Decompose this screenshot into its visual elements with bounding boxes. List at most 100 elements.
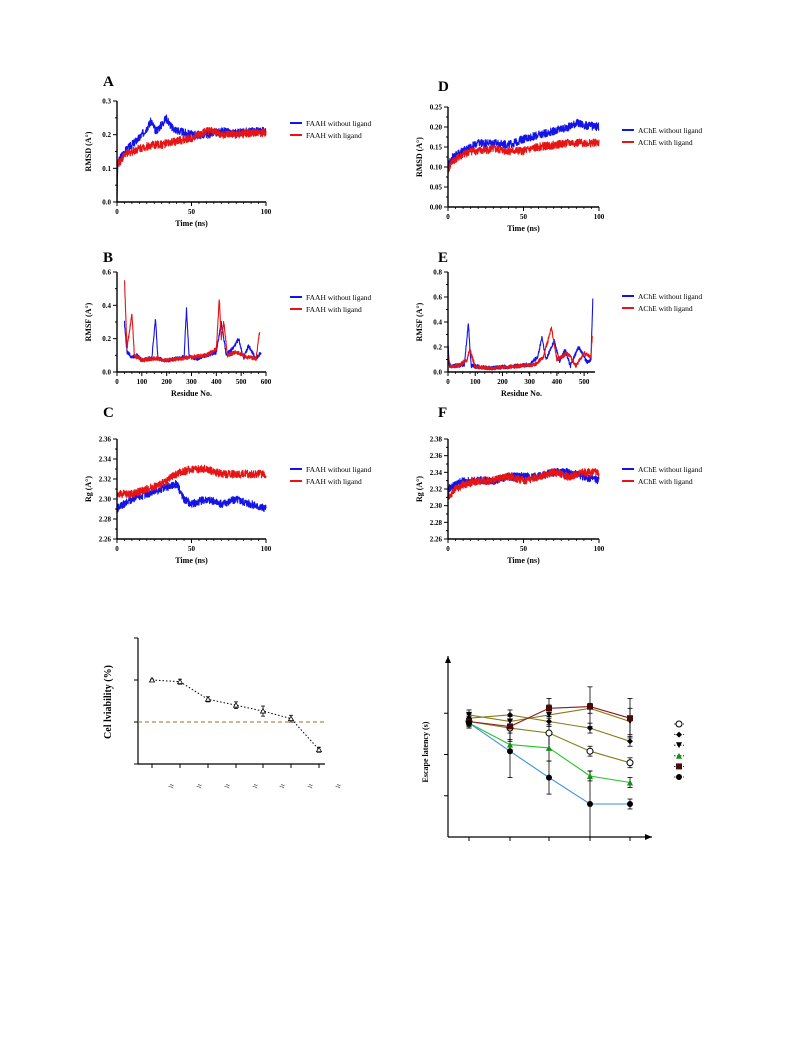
x-tick-label: 0 (446, 213, 450, 221)
series-line-1 (116, 126, 267, 169)
marker-square (587, 703, 593, 710)
y-tick-label: 0.0 (102, 199, 111, 207)
x-tick-label: }t (335, 783, 342, 790)
y-tick-label: 0.25 (430, 104, 443, 112)
x-tick-label: 400 (552, 378, 563, 386)
chart-panel-f: F 2.26 2.28 2.30 2.32 2.34 2.36 2.38 0 50 100 Time … (415, 405, 702, 565)
marker-circle-open (586, 747, 594, 755)
legend-label: FAAH with ligand (306, 477, 362, 486)
series-line-0 (116, 114, 267, 203)
y-tick-label: 2.28 (99, 516, 112, 524)
chart-panel-e: E 0.0 0.2 0.4 0.6 0.8 0 100 200 300 400 500 Residue … (415, 250, 702, 398)
data-point-triangle (232, 701, 240, 708)
legend-label: AChE with ligand (638, 304, 693, 313)
y-tick-label: 2.36 (430, 452, 443, 460)
marker-triangle-up (546, 744, 552, 751)
legend-label: FAAH without ligand (306, 465, 372, 474)
y-tick-label: 0.3 (102, 98, 111, 106)
y-tick-label: 2.28 (430, 519, 443, 527)
x-tick-label: 0 (115, 378, 119, 386)
y-axis-label: Rg (A°) (84, 476, 93, 502)
series-line-1 (447, 468, 600, 500)
y-tick-label: 0.10 (430, 164, 443, 172)
marker-diamond (507, 711, 513, 718)
data-point-triangle (176, 678, 184, 685)
marker-circle (546, 774, 552, 781)
series-line-1 (123, 280, 261, 363)
x-axis-label: Residue No. (171, 389, 212, 398)
y-tick-label: 0.4 (102, 302, 111, 310)
x-tick-label: 0 (115, 208, 119, 216)
x-tick-label: 0 (446, 378, 450, 386)
y-tick-label: 0.0 (433, 369, 442, 377)
y-axis-label: RMSF (A°) (415, 302, 424, 341)
y-tick-label: 2.34 (99, 456, 112, 464)
x-tick-label: }t (224, 783, 231, 790)
marker-square (627, 715, 633, 722)
x-tick-label: 400 (211, 378, 222, 386)
legend-label: FAAH without ligand (306, 293, 372, 302)
y-axis-label: Rg (A°) (415, 476, 424, 502)
marker-triangle-up (587, 772, 593, 779)
x-tick-label: }t (252, 783, 259, 790)
marker-triangle-up (627, 779, 633, 786)
y-axis-label: RMSD (A°) (84, 131, 93, 171)
x-tick-label: 100 (137, 378, 148, 386)
y-tick-label: 0.2 (433, 344, 442, 352)
marker-circle (676, 774, 682, 780)
y-tick-label: 0.15 (430, 144, 443, 152)
marker-triangle-down (507, 718, 513, 725)
marker-diamond (546, 718, 552, 725)
x-tick-label: 200 (161, 378, 172, 386)
data-point-triangle (148, 676, 156, 683)
data-point-triangle (204, 695, 212, 702)
x-axis-label: Residue No. (501, 389, 542, 398)
y-axis-label: Cel lviability (%) (103, 665, 114, 739)
legend-label: FAAH without ligand (306, 119, 372, 128)
legend-label: AChE without ligand (638, 465, 702, 474)
chart-panel-a: A 0.0 0.1 0.2 0.3 0 50 100 Time (ns) RMSD (A°) FAA… (84, 74, 372, 228)
x-tick-label: 100 (261, 545, 272, 553)
marker-triangle-down (546, 711, 552, 718)
y-tick-label: 0.4 (433, 319, 442, 327)
marker-diamond (676, 731, 682, 738)
y-axis-label: Escape latency (s) (421, 721, 430, 782)
x-tick-label: 0 (446, 545, 450, 553)
y-tick-label: 0.0 (102, 369, 111, 377)
marker-square (676, 763, 682, 770)
y-tick-label: 2.30 (99, 496, 112, 504)
x-tick-label: 100 (594, 545, 605, 553)
y-tick-label: 2.30 (430, 502, 443, 510)
panel-label: D (438, 79, 449, 95)
y-tick-label: 2.36 (99, 436, 112, 444)
y-tick-label: 0.1 (102, 165, 111, 173)
data-point-triangle (315, 746, 323, 753)
marker-square (507, 723, 513, 730)
data-point-triangle (287, 715, 295, 722)
marker-circle (466, 720, 472, 727)
chart-panel-b: B 0.0 0.2 0.4 0.6 0 100 200 300 400 500 600 Residue … (84, 250, 372, 398)
y-tick-label: 2.26 (99, 536, 112, 544)
x-tick-label: }t (196, 783, 203, 790)
series-line (151, 679, 320, 751)
legend-label: FAAH with ligand (306, 305, 362, 314)
x-tick-label: }t (307, 783, 314, 790)
x-tick-label: 500 (236, 378, 247, 386)
marker-circle-open (545, 729, 553, 737)
y-axis-arrow (445, 656, 451, 663)
marker-circle (507, 748, 513, 755)
chart-panel-viability: }t}t}t}t}t}t}t Cel lviability (%) (103, 637, 343, 790)
x-tick-label: 600 (261, 378, 272, 386)
x-tick-label: 50 (520, 213, 528, 221)
marker-triangle-up (507, 741, 513, 748)
marker-triangle-up (676, 752, 682, 759)
marker-triangle-down (466, 711, 472, 718)
panel-label: A (103, 74, 114, 90)
y-tick-label: 2.32 (99, 476, 112, 484)
y-tick-label: 2.38 (430, 436, 443, 444)
y-tick-label: 2.34 (430, 469, 443, 477)
x-tick-label: 50 (188, 208, 196, 216)
series-line-0 (468, 720, 631, 764)
x-tick-label: 50 (520, 545, 528, 553)
